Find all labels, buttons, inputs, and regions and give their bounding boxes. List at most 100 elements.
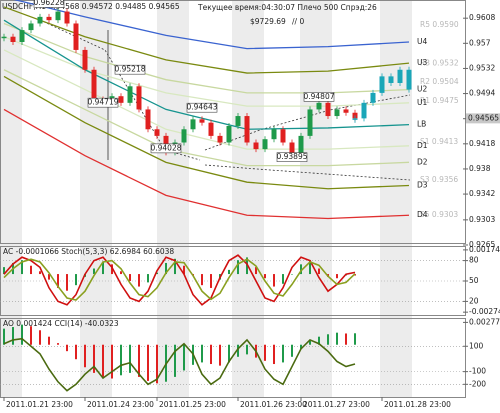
histogram-bar bbox=[264, 274, 266, 279]
candle bbox=[91, 69, 97, 100]
candle bbox=[145, 109, 151, 130]
price-label: 0.94807 bbox=[303, 92, 334, 101]
histogram-bar bbox=[291, 274, 293, 275]
candle bbox=[397, 69, 403, 83]
candle bbox=[46, 16, 52, 21]
histogram-bar bbox=[57, 343, 59, 345]
histogram-bar bbox=[255, 267, 257, 275]
histogram-bar bbox=[228, 344, 230, 363]
candle bbox=[154, 129, 160, 136]
price-label-box bbox=[33, 0, 65, 8]
pivot-label: R2 0.9504 bbox=[420, 77, 459, 86]
histogram-bar bbox=[264, 344, 266, 361]
ao-title: AO 0.001424 CCI(14) -40.0323 bbox=[3, 319, 119, 328]
band-label: LB bbox=[417, 120, 426, 129]
histogram-bar bbox=[75, 274, 77, 286]
indicator-line bbox=[3, 258, 356, 301]
candle bbox=[307, 109, 313, 136]
histogram-bar bbox=[201, 344, 203, 363]
histogram-bar bbox=[30, 265, 32, 275]
x-tick-label: 2011.01.27 23:00 bbox=[303, 400, 370, 409]
session-band bbox=[0, 0, 22, 397]
histogram-bar bbox=[120, 271, 122, 275]
candle bbox=[55, 11, 61, 21]
candle bbox=[361, 102, 367, 119]
histogram-bar bbox=[3, 267, 5, 275]
y-tick-label: 0.938 bbox=[469, 164, 491, 173]
indicator-line bbox=[3, 254, 356, 306]
price-label-box bbox=[114, 64, 146, 75]
histogram-bar bbox=[336, 274, 338, 279]
price-label: 0.94643 bbox=[186, 103, 217, 112]
histogram-bar bbox=[300, 344, 302, 349]
y-tick-label: 0.001742 bbox=[469, 245, 500, 254]
histogram-bar bbox=[93, 268, 95, 275]
histogram-bar bbox=[57, 274, 59, 288]
price-label-box bbox=[303, 92, 335, 102]
histogram-bar bbox=[246, 344, 248, 355]
envelope-band bbox=[3, 6, 410, 74]
pivot-label: R1 0.9475 bbox=[420, 96, 459, 105]
band-label: D2 bbox=[417, 157, 428, 166]
x-tick-label: 2011.01.24 23:00 bbox=[87, 400, 154, 409]
x-tick-label: 2011.01.26 23:00 bbox=[240, 400, 307, 409]
current-price: 0.94565 bbox=[468, 113, 499, 122]
candle bbox=[235, 116, 241, 126]
histogram-bar bbox=[237, 260, 239, 275]
price-label: 0.94028 bbox=[150, 143, 181, 152]
histogram-bar bbox=[309, 260, 311, 275]
histogram-bar bbox=[291, 344, 293, 357]
candle bbox=[37, 16, 43, 24]
x-tick-label: 2011.01.28 23:00 bbox=[384, 400, 451, 409]
y-tick-label: 20 bbox=[469, 296, 479, 305]
candle bbox=[10, 36, 16, 42]
channel-bottom bbox=[204, 164, 411, 181]
y-tick-label: 50 bbox=[469, 276, 479, 285]
y-tick-label: 100 bbox=[469, 341, 484, 350]
info-header: Текущее время:04:30:07 Плечо 500 Спрэд:2… bbox=[197, 3, 377, 12]
y-tick-label: -200 bbox=[469, 379, 486, 388]
envelope-band bbox=[3, 36, 410, 107]
histogram-bar bbox=[174, 258, 176, 275]
histogram-bar bbox=[201, 274, 203, 286]
histogram-bar bbox=[327, 334, 329, 345]
histogram-bar bbox=[66, 344, 68, 352]
y-tick-label: 0.9532 bbox=[469, 63, 495, 72]
envelope-band bbox=[3, 19, 410, 130]
counter: // 0 bbox=[292, 17, 304, 26]
candle bbox=[244, 116, 250, 143]
candle bbox=[208, 122, 214, 136]
session-band bbox=[380, 0, 412, 397]
histogram-bar bbox=[102, 344, 104, 377]
symbol-header: USDCHF,H1 0.94568 0.94572 0.94485 0.9456… bbox=[2, 2, 180, 11]
y-tick-label: 0.9418 bbox=[469, 139, 495, 148]
balance: $9729.69 bbox=[250, 17, 286, 26]
histogram-bar bbox=[354, 333, 356, 345]
y-tick-label: 0.9494 bbox=[469, 89, 495, 98]
candle bbox=[28, 23, 34, 31]
ao-frame bbox=[0, 318, 466, 398]
band-label: D3 bbox=[417, 180, 428, 189]
pivot-label: S3 0.9356 bbox=[420, 175, 458, 184]
price-label-box bbox=[276, 152, 308, 162]
y-tick-label: 0.957 bbox=[469, 38, 491, 47]
y-tick-label: -100 bbox=[469, 367, 486, 376]
histogram-bar bbox=[48, 274, 50, 280]
histogram-bar bbox=[138, 274, 140, 287]
candle bbox=[271, 129, 277, 140]
histogram-bar bbox=[3, 328, 5, 345]
price-label: 0.95218 bbox=[114, 65, 145, 74]
band-label: D1 bbox=[417, 141, 428, 150]
histogram-bar bbox=[345, 333, 347, 345]
histogram-bar bbox=[318, 268, 320, 275]
session-band bbox=[232, 0, 264, 397]
candle bbox=[370, 92, 376, 103]
zigzag bbox=[39, 19, 201, 161]
candle bbox=[136, 86, 142, 110]
histogram-bar bbox=[147, 344, 149, 381]
indicator-line bbox=[3, 337, 356, 392]
histogram-bar bbox=[12, 327, 14, 345]
histogram-bar bbox=[111, 344, 113, 379]
candle bbox=[190, 119, 196, 130]
candle bbox=[127, 86, 133, 103]
